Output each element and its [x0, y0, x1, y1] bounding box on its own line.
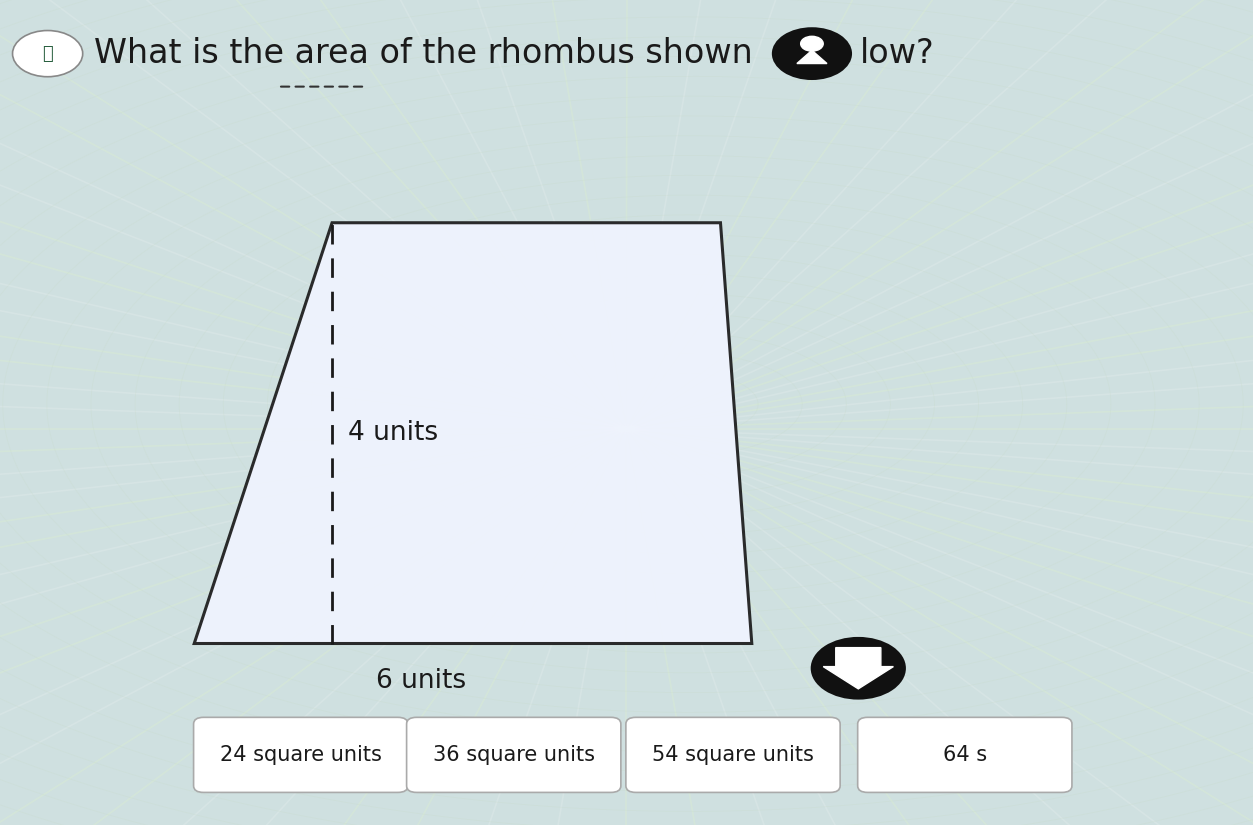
Text: 6 units: 6 units: [376, 667, 466, 694]
Circle shape: [772, 27, 852, 80]
Text: 54 square units: 54 square units: [652, 745, 814, 765]
Text: low?: low?: [860, 37, 935, 70]
Text: What is the area of the rhombus shown: What is the area of the rhombus shown: [94, 37, 753, 70]
Polygon shape: [194, 223, 752, 644]
Circle shape: [811, 637, 906, 700]
Polygon shape: [797, 50, 827, 64]
Circle shape: [13, 31, 83, 77]
Circle shape: [801, 36, 823, 51]
FancyBboxPatch shape: [193, 717, 407, 792]
Text: 24 square units: 24 square units: [219, 745, 382, 765]
Text: 36 square units: 36 square units: [432, 745, 595, 765]
FancyBboxPatch shape: [625, 717, 840, 792]
Polygon shape: [823, 648, 893, 689]
Text: 64 s: 64 s: [942, 745, 987, 765]
Text: 4 units: 4 units: [348, 420, 439, 446]
FancyBboxPatch shape: [406, 717, 620, 792]
FancyBboxPatch shape: [857, 717, 1071, 792]
Text: 🔊: 🔊: [43, 45, 53, 63]
